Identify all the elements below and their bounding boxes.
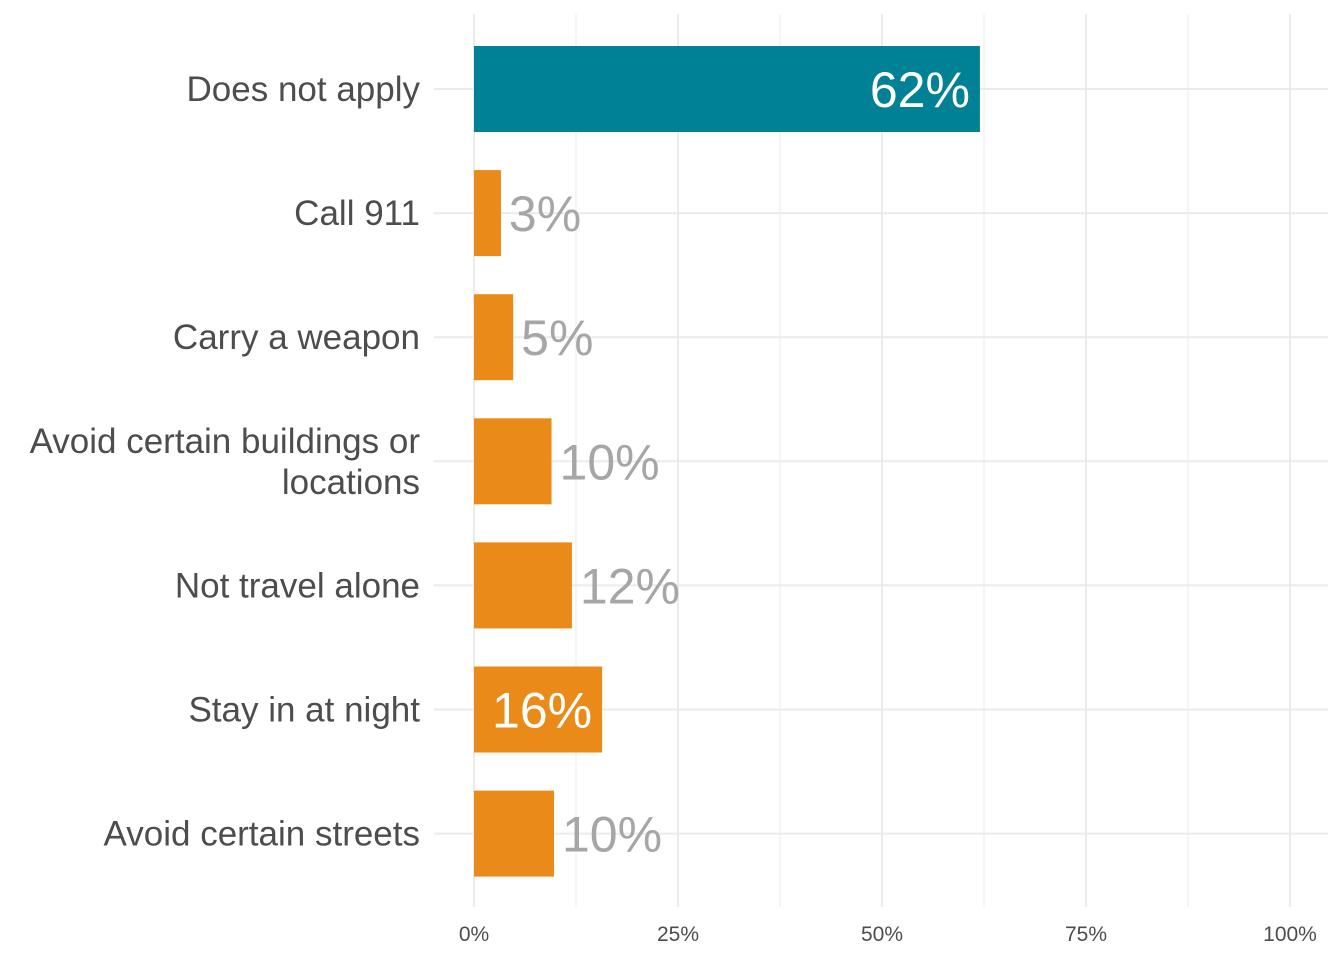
bar bbox=[474, 46, 980, 132]
bar bbox=[474, 170, 501, 257]
data-label: 5% bbox=[521, 310, 593, 366]
data-label: 62% bbox=[870, 62, 970, 118]
bar bbox=[474, 294, 514, 381]
category-label: locations bbox=[282, 463, 420, 502]
category-labels: Does not apply Call 911 Carry a weapon Avoi… bbox=[30, 70, 421, 854]
category-label: Not travel alone bbox=[175, 566, 420, 605]
category-label: Stay in at night bbox=[188, 691, 420, 730]
data-label: 3% bbox=[509, 186, 581, 242]
data-label: 10% bbox=[562, 807, 662, 863]
x-tick-label: 50% bbox=[861, 923, 903, 946]
x-tick-label: 0% bbox=[459, 923, 489, 946]
x-axis-ticks: 0% 25% 50% 75% 100% bbox=[459, 923, 1317, 946]
data-label: 10% bbox=[560, 434, 660, 490]
category-label: Avoid certain buildings or bbox=[30, 422, 421, 461]
bar bbox=[474, 418, 552, 505]
x-tick-label: 25% bbox=[657, 923, 699, 946]
data-label: 16% bbox=[492, 683, 592, 739]
category-label: Does not apply bbox=[187, 70, 421, 109]
category-label: Avoid certain streets bbox=[104, 815, 420, 854]
bars: 62% 3% 5% 10% 12% 16% 10% bbox=[474, 46, 980, 877]
bar bbox=[474, 666, 603, 753]
grid-lines bbox=[434, 14, 1328, 907]
bar bbox=[474, 790, 554, 877]
category-label: Call 911 bbox=[294, 194, 420, 233]
x-tick-label: 100% bbox=[1263, 923, 1317, 946]
data-label: 12% bbox=[580, 558, 680, 614]
x-tick-label: 75% bbox=[1065, 923, 1107, 946]
category-label: Carry a weapon bbox=[173, 318, 420, 357]
bar bbox=[474, 542, 572, 629]
